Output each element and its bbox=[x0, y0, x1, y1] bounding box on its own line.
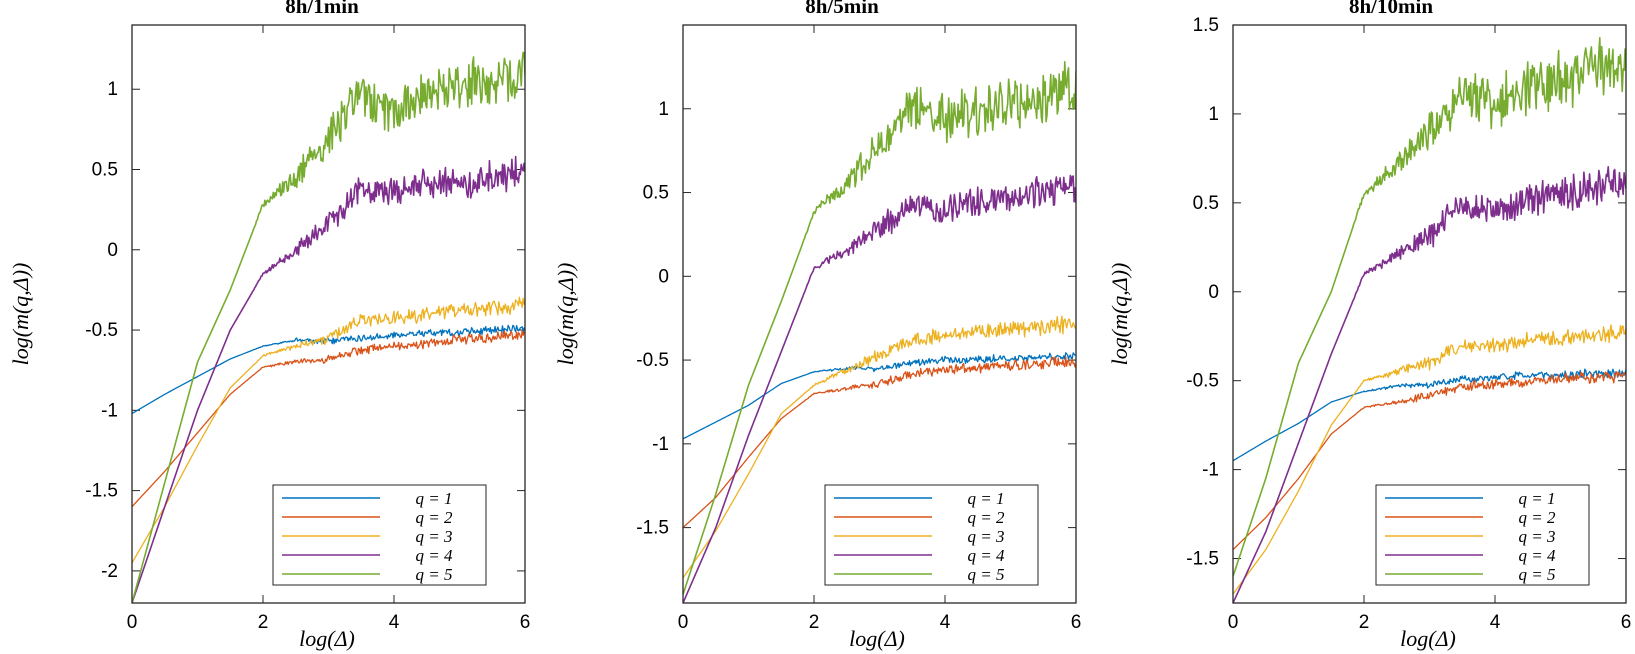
series-line-q4 bbox=[132, 155, 525, 603]
y-tick-label: -1 bbox=[101, 400, 118, 421]
y-ticks: -2 -1.5 -1 -0.5 0 0.5 1 bbox=[85, 79, 525, 582]
y-tick-label: 1 bbox=[658, 99, 669, 120]
plot-area-frame bbox=[1232, 24, 1627, 604]
y-tick-label: -1.5 bbox=[85, 481, 118, 502]
panel-title: 8h/10min bbox=[1349, 0, 1433, 18]
x-tick-label: 4 bbox=[389, 612, 400, 633]
y-tick-label: 0 bbox=[658, 266, 669, 287]
x-tick-label: 6 bbox=[1621, 612, 1632, 633]
x-tick-label: 6 bbox=[520, 612, 531, 633]
legend: q = 1 q = 2 q = 3 q = 4 q = 5 bbox=[824, 484, 1039, 586]
legend-box bbox=[824, 484, 1039, 586]
legend-label-q1: q = 1 bbox=[1519, 489, 1556, 508]
x-tick-label: 2 bbox=[258, 612, 269, 633]
series-line-q4 bbox=[683, 174, 1076, 603]
y-axis-label: log(m(q,Δ)) bbox=[1107, 263, 1132, 366]
series-line-q5 bbox=[683, 60, 1076, 595]
series-line-q1 bbox=[683, 352, 1076, 440]
series-line-q2 bbox=[1233, 371, 1626, 551]
series-line-q4 bbox=[1233, 166, 1626, 603]
legend-label-q3: q = 3 bbox=[968, 527, 1005, 546]
y-tick-label: -1.5 bbox=[1186, 549, 1219, 570]
plot-lines bbox=[132, 51, 525, 603]
legend-label-q4: q = 4 bbox=[968, 546, 1005, 565]
legend-label-q5: q = 5 bbox=[968, 565, 1005, 584]
y-tick-label: 0 bbox=[107, 240, 118, 261]
y-ticks: -1.5 -1 -0.5 0 0.5 1 bbox=[636, 99, 1076, 539]
series-line-q2 bbox=[132, 329, 525, 508]
y-tick-label: 0.5 bbox=[1193, 193, 1219, 214]
legend-label-q5: q = 5 bbox=[1519, 565, 1556, 584]
legend-label-q5: q = 5 bbox=[416, 565, 453, 584]
x-tick-label: 0 bbox=[127, 612, 138, 633]
y-tick-label: 0.5 bbox=[643, 183, 669, 204]
x-axis-label: log(Δ) bbox=[849, 626, 905, 651]
y-tick-label: -0.5 bbox=[636, 350, 669, 371]
x-tick-label: 4 bbox=[1490, 612, 1501, 633]
legend-label-q3: q = 3 bbox=[416, 527, 453, 546]
series-line-q3 bbox=[1233, 324, 1626, 595]
legend-label-q2: q = 2 bbox=[1519, 508, 1556, 527]
x-tick-label: 2 bbox=[1359, 612, 1370, 633]
series-line-q1 bbox=[132, 324, 525, 415]
series-line-q1 bbox=[1233, 368, 1626, 462]
y-tick-label: -0.5 bbox=[85, 320, 118, 341]
plot-area-frame bbox=[131, 24, 526, 604]
x-tick-label: 6 bbox=[1071, 612, 1082, 633]
legend-label-q1: q = 1 bbox=[968, 489, 1005, 508]
y-ticks: -1.5 -1 -0.5 0 0.5 1 1.5 bbox=[1186, 15, 1626, 570]
series-line-q5 bbox=[132, 51, 525, 603]
series-line-q3 bbox=[683, 315, 1076, 579]
panel-8h-5min: 8h/5min log(m(q,Δ)) log(Δ) 0 2 4 6 -1.5 -1 -0… bbox=[553, 0, 1081, 651]
series-line-q5 bbox=[1233, 36, 1626, 577]
y-tick-label: -1 bbox=[652, 434, 669, 455]
plot-area-frame bbox=[682, 24, 1077, 604]
y-axis-label: log(m(q,Δ)) bbox=[553, 263, 578, 366]
x-axis-label: log(Δ) bbox=[299, 626, 355, 651]
legend-label-q4: q = 4 bbox=[416, 546, 453, 565]
x-tick-label: 0 bbox=[678, 612, 689, 633]
legend: q = 1 q = 2 q = 3 q = 4 q = 5 bbox=[1375, 484, 1590, 586]
x-tick-label: 4 bbox=[940, 612, 951, 633]
y-tick-label: 0.5 bbox=[92, 160, 118, 181]
plot-lines bbox=[1233, 36, 1626, 603]
y-tick-label: -1.5 bbox=[636, 518, 669, 539]
y-tick-label: -1 bbox=[1202, 460, 1219, 481]
legend-label-q2: q = 2 bbox=[416, 508, 453, 527]
y-tick-label: -0.5 bbox=[1186, 371, 1219, 392]
legend: q = 1 q = 2 q = 3 q = 4 q = 5 bbox=[272, 484, 487, 586]
x-tick-label: 2 bbox=[809, 612, 820, 633]
panel-title: 8h/1min bbox=[285, 0, 359, 18]
series-line-q2 bbox=[683, 356, 1076, 529]
y-tick-label: 0 bbox=[1208, 282, 1219, 303]
x-tick-label: 0 bbox=[1228, 612, 1239, 633]
x-axis-label: log(Δ) bbox=[1400, 626, 1456, 651]
legend-label-q3: q = 3 bbox=[1519, 527, 1556, 546]
y-tick-label: -2 bbox=[101, 561, 118, 582]
y-axis-label: log(m(q,Δ)) bbox=[8, 263, 33, 366]
legend-box bbox=[272, 484, 487, 586]
y-tick-label: 1.5 bbox=[1193, 15, 1219, 36]
plot-lines bbox=[683, 60, 1076, 603]
legend-label-q4: q = 4 bbox=[1519, 546, 1556, 565]
series-line-q3 bbox=[132, 296, 525, 564]
panel-8h-1min: 8h/1min log(m(q,Δ)) log(Δ) 0 2 4 6 -2 -1.5 -1… bbox=[8, 0, 530, 651]
legend-label-q2: q = 2 bbox=[968, 508, 1005, 527]
panel-title: 8h/5min bbox=[805, 0, 879, 18]
y-tick-label: 1 bbox=[1208, 104, 1219, 125]
legend-label-q1: q = 1 bbox=[416, 489, 453, 508]
legend-box bbox=[1375, 484, 1590, 586]
y-tick-label: 1 bbox=[107, 79, 118, 100]
